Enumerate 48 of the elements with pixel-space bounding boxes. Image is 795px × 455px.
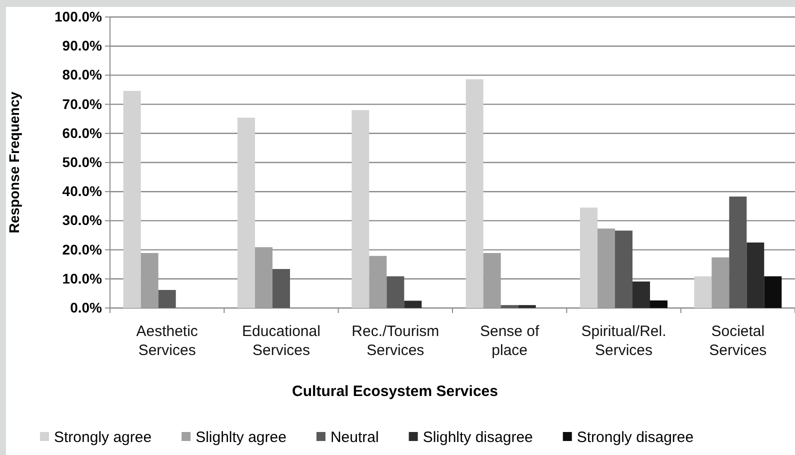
bar [158, 290, 176, 308]
bar [598, 228, 615, 308]
legend-label: Slighlty disagree [422, 429, 533, 446]
bar [140, 253, 158, 308]
x-tick-label: Aesthetic Services [136, 323, 198, 359]
bar [615, 230, 632, 308]
y-tick-label: 40.0% [62, 183, 103, 200]
legend-label: Neutral [330, 429, 379, 446]
bar [466, 79, 484, 308]
bar [255, 247, 272, 308]
bar [729, 196, 747, 308]
bar [518, 305, 536, 308]
legend-label: Strongly agree [54, 429, 152, 446]
bar [650, 300, 668, 308]
x-tick-label: Spiritual/Rel. Services [581, 323, 666, 359]
y-tick-label: 30.0% [62, 212, 103, 228]
y-tick-label: 60.0% [62, 124, 103, 141]
y-tick-label: 10.0% [62, 270, 103, 286]
y-tick-label: 70.0% [62, 96, 103, 112]
y-axis-title: Response Frequency [6, 91, 22, 234]
bar [580, 208, 598, 308]
x-axis-title: Cultural Ecosystem Services [292, 383, 498, 400]
bar [483, 253, 501, 308]
y-tick-label: 20.0% [62, 241, 103, 258]
y-tick-label: 80.0% [62, 66, 103, 83]
y-tick-label: 50.0% [62, 154, 103, 170]
x-tick-label: Societal Services [709, 323, 767, 359]
bar [404, 300, 422, 308]
legend-label: Slighlty agree [196, 429, 286, 446]
y-tick-label: 0.0% [70, 299, 103, 316]
bar [352, 110, 370, 308]
y-tick-label: 90.0% [62, 38, 103, 54]
legend-label: Strongly disagree [576, 429, 694, 446]
bar [272, 269, 290, 308]
bar [123, 90, 141, 308]
bar [632, 282, 650, 308]
bar [746, 242, 764, 308]
x-tick-label: Educational Services [242, 323, 320, 359]
bar [369, 256, 387, 308]
y-tick-label: 100.0% [54, 8, 103, 24]
bar [238, 118, 255, 308]
x-tick-label: Sense of place [480, 323, 540, 359]
bar [386, 276, 404, 308]
x-tick-label: Rec./Tourism Services [352, 323, 440, 359]
bar [500, 305, 518, 308]
bar [694, 276, 712, 308]
bar [764, 276, 782, 308]
bar [712, 257, 730, 308]
